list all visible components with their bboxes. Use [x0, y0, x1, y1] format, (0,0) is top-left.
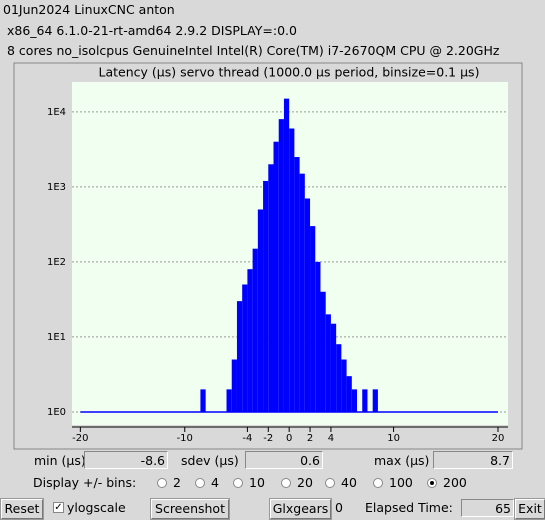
stat-label: max (µs) — [374, 453, 430, 468]
bar — [299, 173, 305, 412]
exit-button[interactable]: Exit — [514, 498, 545, 520]
bins-radio[interactable] — [281, 478, 291, 488]
bins-radio[interactable] — [427, 478, 437, 488]
x-tick-label: 20 — [492, 433, 505, 444]
bar — [325, 314, 331, 412]
x-tick-label: 4 — [328, 433, 334, 444]
bar — [252, 248, 258, 412]
glxgears-count: 0 — [335, 500, 343, 515]
chart-title: Latency (µs) servo thread (1000.0 µs per… — [99, 65, 480, 80]
bar — [330, 323, 337, 412]
bins-option-label: 100 — [389, 475, 413, 490]
elapsed-value: 65 — [461, 499, 514, 517]
bar — [362, 389, 368, 412]
histogram-chart: Latency (µs) servo thread (1000.0 µs per… — [13, 62, 523, 450]
bar — [351, 389, 358, 412]
stat-value: -8.6 — [84, 451, 168, 469]
header-line: x86_64 6.1.0-21-rt-amd64 2.9.2 DISPLAY=:… — [7, 23, 297, 38]
bar — [310, 226, 316, 412]
screenshot-button[interactable]: Screenshot — [150, 498, 230, 520]
header-line: 01Jun2024 LinuxCNC anton — [3, 2, 175, 17]
y-tick-label: 1E4 — [47, 107, 66, 118]
bins-option-label: 2 — [173, 475, 181, 490]
bar — [263, 180, 269, 412]
bins-label: Display +/- bins: — [33, 475, 137, 490]
bar — [278, 119, 284, 412]
ylogscale-checkbox[interactable]: ✓ — [53, 502, 64, 513]
y-tick-label: 1E3 — [47, 182, 66, 193]
elapsed-label: Elapsed Time: — [365, 500, 453, 515]
bar — [336, 344, 342, 412]
bins-option-label: 40 — [341, 475, 357, 490]
bins-radio[interactable] — [233, 478, 243, 488]
bar — [231, 359, 237, 412]
bar — [273, 141, 279, 412]
x-tick-label: -2 — [263, 433, 273, 444]
bins-radio[interactable] — [157, 478, 167, 488]
bar — [294, 157, 300, 412]
x-tick-label: -20 — [72, 433, 88, 444]
stat-label: min (µs) — [34, 453, 86, 468]
bar — [341, 359, 347, 412]
bins-radio[interactable] — [195, 478, 205, 488]
reset-button[interactable]: Reset — [0, 498, 44, 520]
x-tick-label: -4 — [242, 433, 252, 444]
bar — [257, 209, 264, 412]
glxgears-button[interactable]: Glxgears — [269, 498, 332, 520]
ylogscale-label: ylogscale — [67, 500, 126, 515]
bar — [289, 128, 295, 412]
bins-option-label: 4 — [211, 475, 219, 490]
bins-radio[interactable] — [325, 478, 335, 488]
bins-radio[interactable] — [373, 478, 383, 488]
y-tick-label: 1E1 — [47, 332, 66, 343]
x-tick-label: -10 — [177, 433, 193, 444]
bar — [200, 389, 206, 412]
bar — [320, 291, 326, 412]
x-tick-label: 2 — [307, 433, 313, 444]
stat-value: 0.6 — [245, 451, 323, 469]
stat-value: 8.7 — [433, 451, 513, 469]
x-tick-label: 0 — [286, 433, 292, 444]
y-tick-label: 1E0 — [47, 407, 66, 418]
bar — [236, 301, 243, 412]
bar — [226, 389, 232, 412]
x-tick-label: 10 — [387, 433, 400, 444]
bar — [346, 376, 352, 412]
bar — [283, 98, 290, 412]
bar — [372, 389, 378, 412]
bins-option-label: 20 — [297, 475, 313, 490]
y-tick-label: 1E2 — [47, 257, 66, 268]
bar — [304, 198, 311, 412]
bins-option-label: 10 — [249, 475, 265, 490]
bar — [315, 261, 321, 412]
bar — [247, 269, 253, 412]
header-line: 8 cores no_isolcpus GenuineIntel Intel(R… — [7, 43, 500, 58]
bins-option-label: 200 — [443, 475, 467, 490]
bar — [268, 164, 274, 412]
bar — [242, 284, 248, 412]
stat-label: sdev (µs) — [181, 453, 239, 468]
